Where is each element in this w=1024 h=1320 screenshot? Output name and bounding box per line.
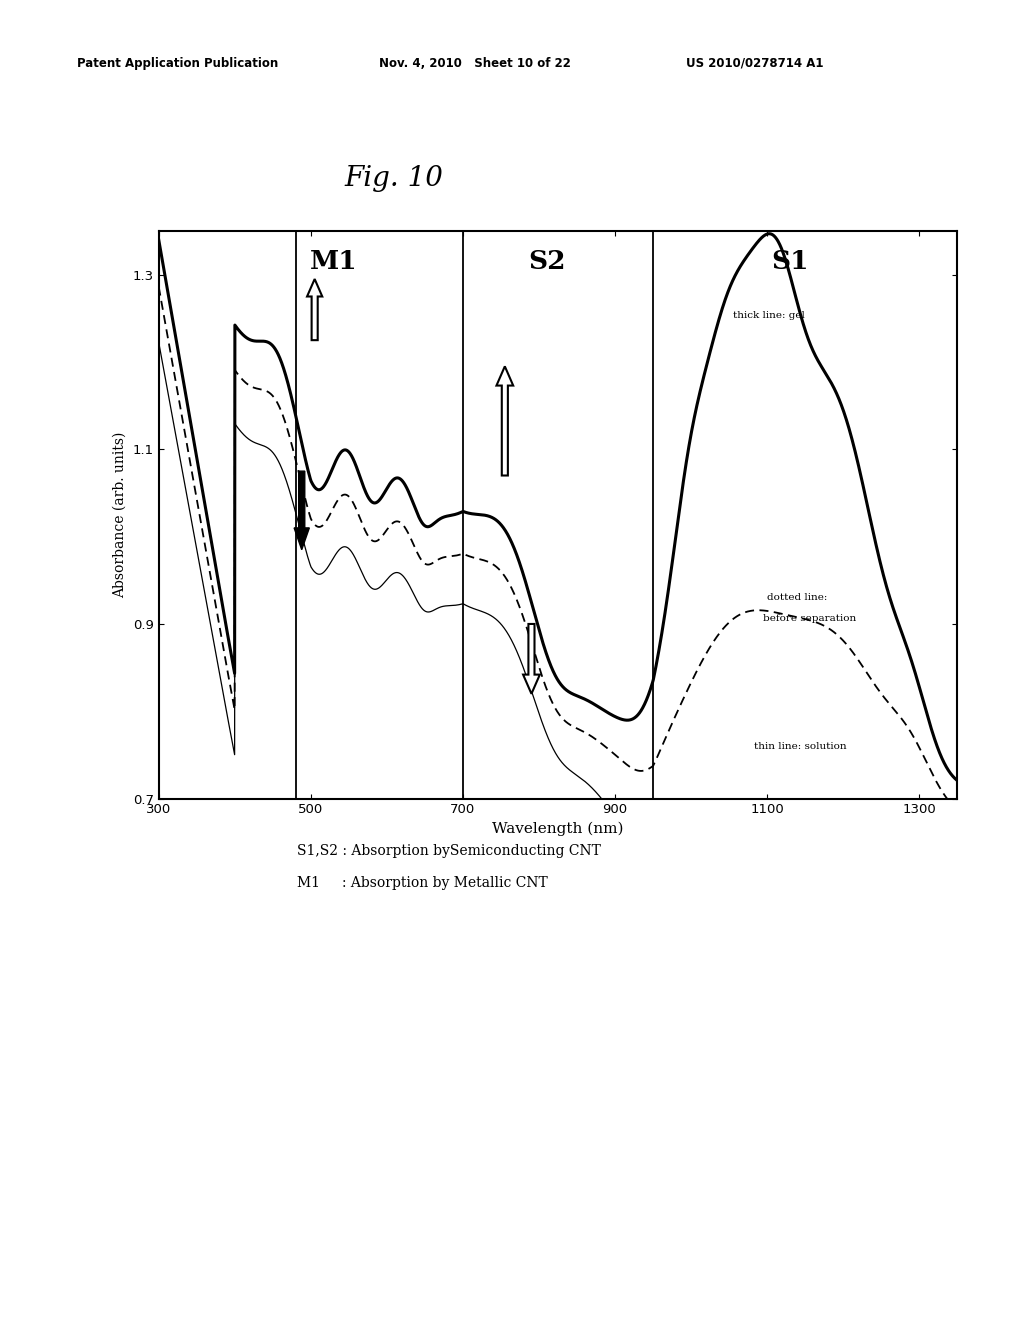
Text: S1,S2 : Absorption bySemiconducting CNT: S1,S2 : Absorption bySemiconducting CNT <box>297 845 601 858</box>
Text: Fig. 10: Fig. 10 <box>345 165 443 191</box>
FancyArrow shape <box>523 624 540 694</box>
Text: thin line: solution: thin line: solution <box>754 742 846 751</box>
Text: dotted line:: dotted line: <box>767 593 827 602</box>
Text: S1: S1 <box>771 249 809 275</box>
FancyArrow shape <box>497 367 513 475</box>
FancyArrow shape <box>307 279 323 341</box>
Text: M1: M1 <box>310 249 357 275</box>
X-axis label: Wavelength (nm): Wavelength (nm) <box>493 822 624 837</box>
FancyArrow shape <box>294 471 309 549</box>
Text: Patent Application Publication: Patent Application Publication <box>77 57 279 70</box>
Text: before separation: before separation <box>764 614 857 623</box>
Text: US 2010/0278714 A1: US 2010/0278714 A1 <box>686 57 823 70</box>
Y-axis label: Absorbance (arb. units): Absorbance (arb. units) <box>114 432 127 598</box>
Text: M1     : Absorption by Metallic CNT: M1 : Absorption by Metallic CNT <box>297 876 548 890</box>
Text: thick line: gel: thick line: gel <box>733 312 805 321</box>
Text: Nov. 4, 2010   Sheet 10 of 22: Nov. 4, 2010 Sheet 10 of 22 <box>379 57 570 70</box>
Text: S2: S2 <box>528 249 565 275</box>
